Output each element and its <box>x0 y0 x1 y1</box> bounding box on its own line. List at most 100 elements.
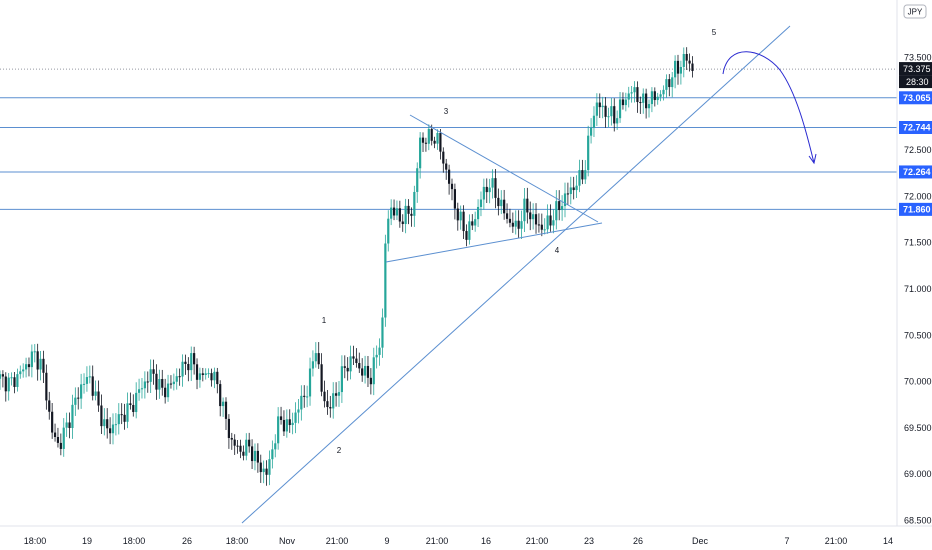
candle <box>62 418 65 457</box>
candle-body <box>543 229 546 231</box>
candle-body <box>149 369 152 382</box>
candle <box>268 450 271 486</box>
candle-body <box>595 102 598 116</box>
candle-body <box>494 178 497 198</box>
candle <box>91 365 94 401</box>
candle-body <box>230 437 233 440</box>
candle-body <box>636 87 639 103</box>
candle <box>222 397 225 417</box>
candle-body <box>468 221 471 240</box>
level-price-tag: 73.065 <box>899 91 932 105</box>
candle <box>540 213 543 237</box>
candle-body <box>7 377 10 392</box>
candle-body <box>558 201 561 211</box>
time-axis[interactable]: 18:00 19 18:00 26 18:00 Nov 21:00 9 21:00 16 21:00… <box>24 536 893 546</box>
candle-body <box>398 208 401 222</box>
candle <box>610 97 613 126</box>
candle <box>219 380 222 417</box>
candle-body <box>85 377 89 384</box>
candle-body <box>584 170 587 180</box>
drawings: 1 2 3 4 5 <box>241 25 817 524</box>
candle <box>604 97 607 128</box>
candle-body <box>540 224 543 230</box>
candle <box>395 200 399 221</box>
candle-body <box>555 201 558 221</box>
candle <box>439 128 442 160</box>
candle-body <box>549 215 552 226</box>
candle <box>291 412 294 435</box>
candle <box>404 198 407 234</box>
candle <box>410 207 413 227</box>
candle <box>303 385 306 408</box>
candle <box>569 176 572 205</box>
countdown-tag-bg <box>899 75 932 89</box>
candle-body <box>421 137 425 143</box>
candle-body <box>448 169 451 184</box>
candle <box>691 56 694 78</box>
candle-body <box>82 383 86 385</box>
candle <box>175 368 178 390</box>
candle <box>416 162 419 203</box>
candle <box>42 350 45 384</box>
candle <box>366 356 370 388</box>
candle-body <box>500 199 503 207</box>
candle <box>114 413 117 436</box>
candle-body <box>691 63 694 72</box>
symbol-badge[interactable]: JPY <box>903 4 927 19</box>
level-price-tag-text: 73.065 <box>903 93 931 103</box>
candle-body <box>24 364 28 370</box>
candle-body <box>497 197 500 207</box>
candle <box>85 366 89 392</box>
candle <box>390 199 393 226</box>
candle-body <box>616 118 619 124</box>
triangle-upper-line[interactable] <box>409 114 599 223</box>
candle <box>462 205 465 240</box>
level-price-tag-text: 72.264 <box>903 167 931 177</box>
price-axis[interactable]: 68.500 69.000 69.500 70.000 70.500 71.000 71.5… <box>904 53 932 526</box>
candle-body <box>27 364 31 368</box>
candle-body <box>508 218 512 223</box>
triangle-lower-line[interactable] <box>385 222 603 263</box>
candle-body <box>140 388 144 390</box>
x-tick-label: 18:00 <box>123 536 146 546</box>
candle-body <box>647 104 651 109</box>
candle-body <box>366 365 370 378</box>
candle-body <box>198 373 202 380</box>
candle <box>56 427 60 448</box>
candle-body <box>30 351 33 368</box>
candle <box>575 175 578 199</box>
candle-body <box>346 367 349 372</box>
y-tick-label: 68.500 <box>904 516 932 526</box>
candle <box>53 423 57 442</box>
candle <box>668 74 671 97</box>
candle-body <box>117 414 120 425</box>
candle <box>224 397 228 431</box>
candle-body <box>59 442 62 449</box>
candle <box>572 176 575 200</box>
candle <box>676 54 680 85</box>
candle-body <box>62 427 65 449</box>
candle <box>256 443 259 473</box>
candle-body <box>587 135 590 171</box>
candle <box>337 381 341 407</box>
projection-arrow[interactable] <box>722 51 815 164</box>
candle-body <box>552 220 555 226</box>
candle <box>607 107 610 128</box>
candle <box>24 357 28 378</box>
candle <box>265 460 268 486</box>
candle-body <box>479 199 483 207</box>
candle-body <box>19 371 22 375</box>
candle <box>317 342 320 369</box>
candle <box>230 432 233 450</box>
candle <box>201 367 204 382</box>
candle-body <box>109 428 112 434</box>
candle <box>532 203 535 230</box>
candle-body <box>265 468 268 475</box>
candle <box>126 392 129 429</box>
candle-body <box>42 358 45 373</box>
candle <box>10 372 13 386</box>
candle <box>685 47 688 70</box>
candle <box>650 87 654 113</box>
main-trendline[interactable] <box>241 25 791 524</box>
